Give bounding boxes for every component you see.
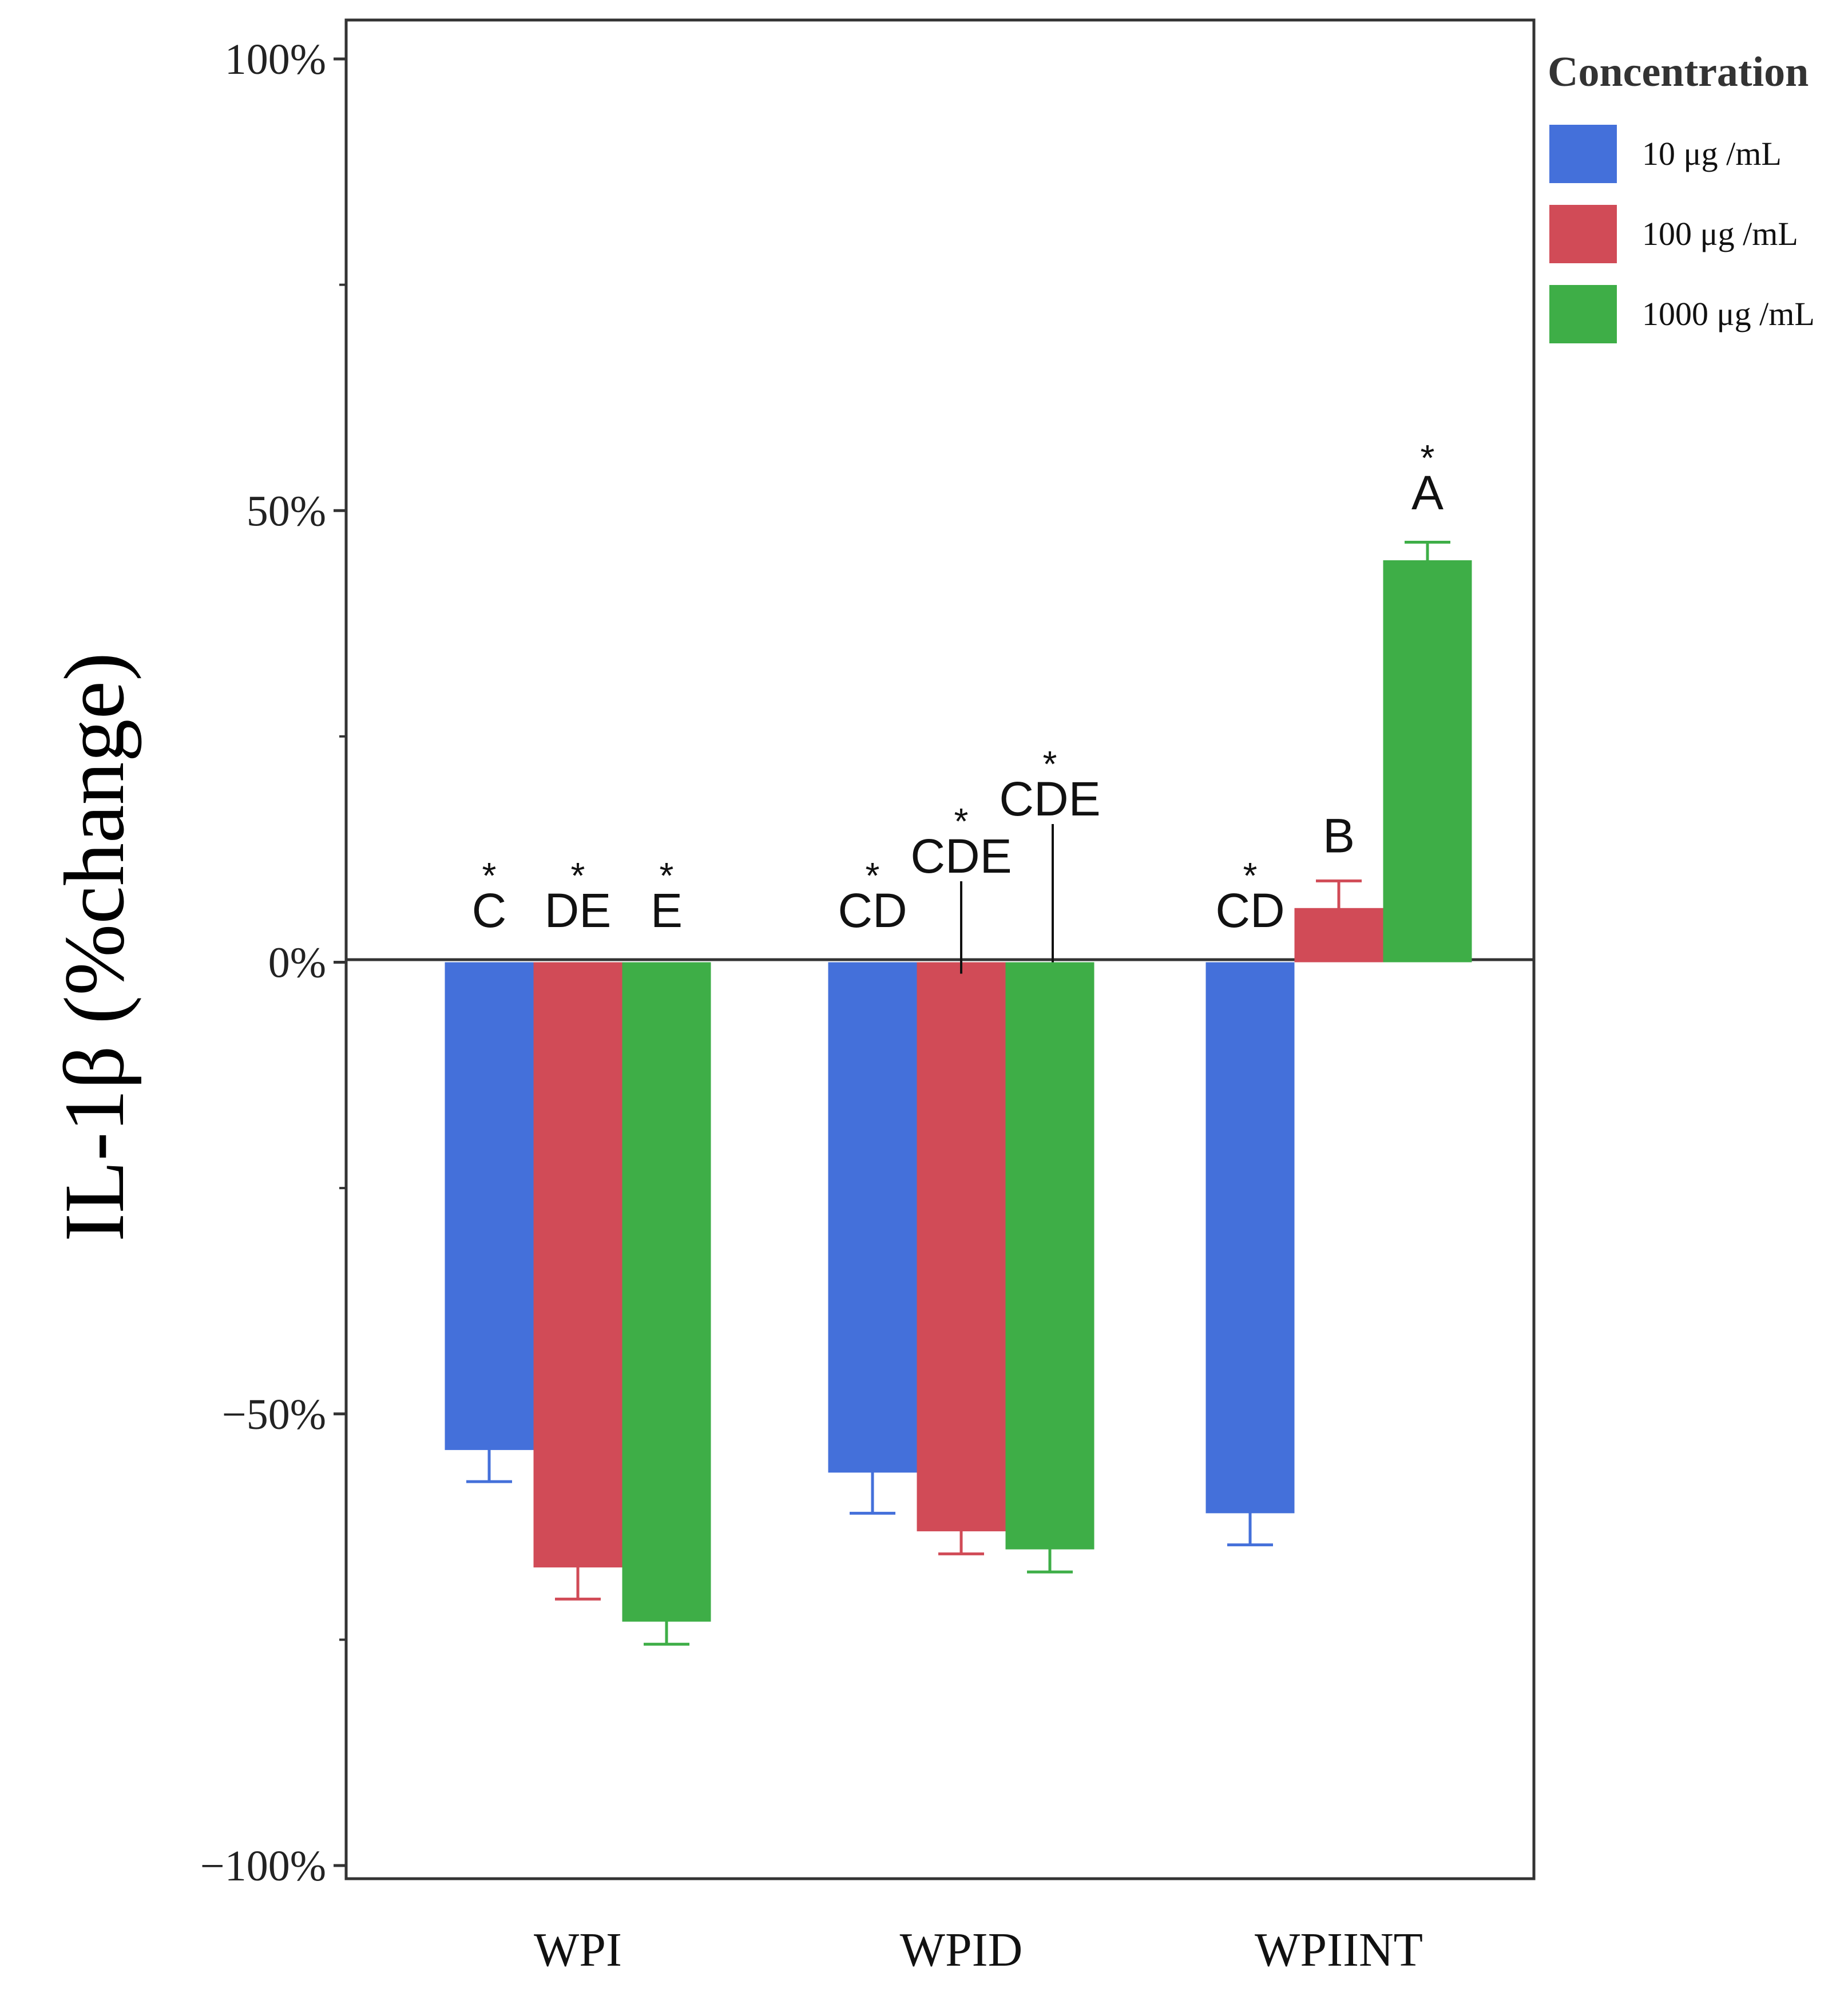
bar-wpiint-s3 xyxy=(1383,560,1472,963)
y-axis: 100% 50% 0% −50% −100% xyxy=(200,35,346,1890)
significance-star: * xyxy=(1421,437,1435,478)
x-category-label: WPI xyxy=(534,1923,622,1977)
significance-letter: DE xyxy=(545,884,612,937)
bar-wpi-s1 xyxy=(445,962,534,1450)
x-category-label: WPID xyxy=(900,1923,1023,1977)
significance-star: * xyxy=(1043,743,1057,785)
significance-letter: C xyxy=(472,884,507,937)
y-tick-label: 50% xyxy=(247,487,326,535)
legend-title: Concentration xyxy=(1548,49,1809,96)
significance-star: * xyxy=(866,855,880,896)
x-axis: WPI WPID WPIINT xyxy=(534,1923,1423,1977)
bar-wpiint-s1 xyxy=(1205,962,1295,1514)
significance-letter: CD xyxy=(838,884,907,937)
annotations-group: C*CD*CD*DE* CDE* BE*CDE*A* xyxy=(472,437,1443,974)
bar-wpid-s1 xyxy=(828,962,917,1473)
legend-swatch xyxy=(1549,205,1617,263)
bar-wpi-s2 xyxy=(533,962,622,1568)
significance-star: * xyxy=(482,855,497,896)
y-tick-label: 0% xyxy=(268,939,326,987)
y-tick-label: 100% xyxy=(225,35,326,84)
significance-star: * xyxy=(571,855,585,896)
y-tick-label: −50% xyxy=(222,1391,326,1439)
y-axis-label: IL-1β (%change) xyxy=(47,652,142,1242)
significance-star: * xyxy=(954,801,969,842)
x-category-label: WPIINT xyxy=(1255,1923,1423,1977)
legend-label: 100 μg /mL xyxy=(1642,215,1798,252)
significance-letter: CDE xyxy=(910,829,1012,883)
bars-group xyxy=(445,540,1472,1646)
significance-star: * xyxy=(660,855,674,896)
legend-swatch xyxy=(1549,125,1617,183)
bar-wpid-s2 xyxy=(917,962,1006,1531)
significance-star: * xyxy=(1243,855,1258,896)
bar-wpi-s3 xyxy=(622,962,711,1622)
legend-label: 10 μg /mL xyxy=(1642,135,1782,172)
bar-wpid-s3 xyxy=(1005,962,1094,1550)
significance-letter: A xyxy=(1411,466,1443,520)
legend-label: 1000 μg /mL xyxy=(1642,295,1815,332)
significance-letter: CD xyxy=(1215,884,1284,937)
significance-letter: E xyxy=(651,884,683,937)
significance-letter: B xyxy=(1323,809,1355,862)
legend: Concentration 10 μg /mL 100 μg /mL 1000 μg… xyxy=(1548,49,1815,343)
legend-swatch xyxy=(1549,285,1617,343)
significance-letter: CDE xyxy=(999,772,1100,826)
y-tick-label: −100% xyxy=(200,1842,326,1890)
